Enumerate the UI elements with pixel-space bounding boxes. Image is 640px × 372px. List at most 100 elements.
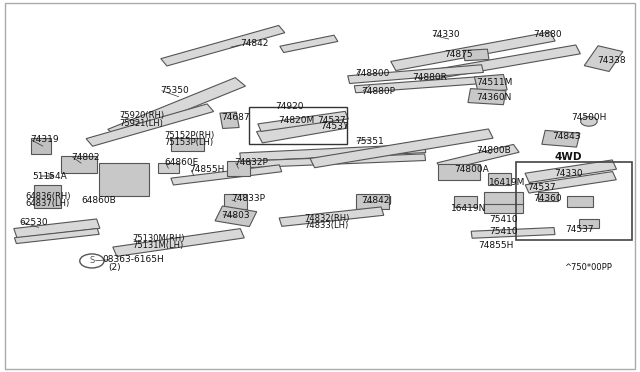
- Text: 74875: 74875: [444, 51, 473, 60]
- Bar: [538, 192, 558, 201]
- Text: 74855H: 74855H: [189, 165, 225, 174]
- Bar: [355, 76, 488, 93]
- Bar: [215, 206, 257, 227]
- Text: 74537: 74537: [317, 116, 346, 125]
- Bar: [488, 173, 511, 185]
- Bar: [258, 111, 348, 131]
- Text: 74832(RH): 74832(RH): [304, 214, 349, 223]
- Text: 74880R: 74880R: [412, 73, 447, 81]
- Text: 4WD: 4WD: [554, 152, 582, 162]
- Text: 74330: 74330: [431, 30, 460, 39]
- Bar: [584, 46, 623, 71]
- Text: 74833P: 74833P: [231, 195, 265, 203]
- Text: 64860B: 64860B: [81, 196, 116, 205]
- Text: 75130M(RH): 75130M(RH): [132, 234, 184, 243]
- Text: 74537: 74537: [565, 225, 594, 234]
- Bar: [310, 129, 493, 168]
- Text: 64837(LH): 64837(LH): [26, 199, 70, 208]
- Bar: [525, 171, 616, 193]
- Bar: [248, 107, 348, 144]
- Text: 74511M: 74511M: [476, 78, 513, 87]
- Text: 748800: 748800: [355, 69, 389, 78]
- Bar: [542, 130, 580, 147]
- Text: 74803: 74803: [221, 211, 250, 220]
- Text: 74880P: 74880P: [362, 87, 396, 96]
- Bar: [61, 156, 97, 173]
- Text: 74842: 74842: [241, 39, 269, 48]
- Text: (2): (2): [108, 263, 121, 272]
- Text: 16419M: 16419M: [489, 178, 525, 187]
- Text: 74360N: 74360N: [476, 93, 511, 102]
- Text: 74920: 74920: [275, 102, 304, 111]
- Bar: [566, 196, 593, 208]
- Bar: [484, 192, 524, 204]
- Text: 74842J: 74842J: [362, 196, 392, 205]
- Bar: [158, 163, 179, 173]
- Text: 75410: 75410: [489, 215, 518, 224]
- Text: 16419N: 16419N: [451, 203, 486, 213]
- Bar: [34, 185, 61, 208]
- Text: 74537: 74537: [320, 122, 349, 131]
- Text: 74687: 74687: [221, 113, 250, 122]
- Bar: [15, 228, 99, 244]
- Bar: [227, 161, 250, 176]
- Text: 74820M: 74820M: [278, 116, 315, 125]
- Text: 75350: 75350: [161, 86, 189, 94]
- Bar: [240, 154, 426, 168]
- Bar: [280, 35, 338, 52]
- Text: 74800B: 74800B: [476, 147, 511, 155]
- Bar: [438, 164, 480, 180]
- Text: 75153P(LH): 75153P(LH): [164, 138, 213, 147]
- Bar: [437, 144, 519, 171]
- Bar: [474, 74, 507, 92]
- Text: 74832P: 74832P: [234, 157, 268, 167]
- Bar: [525, 160, 616, 183]
- Text: 75152P(RH): 75152P(RH): [164, 131, 214, 140]
- Text: 08363-6165H: 08363-6165H: [102, 254, 164, 264]
- Text: 62530: 62530: [19, 218, 48, 227]
- Text: 75920(RH): 75920(RH): [119, 111, 164, 121]
- Text: 75921(LH): 75921(LH): [119, 119, 163, 128]
- Bar: [108, 78, 246, 138]
- Bar: [225, 194, 247, 209]
- Bar: [99, 163, 148, 196]
- Text: 74880: 74880: [534, 30, 562, 39]
- Text: 51154A: 51154A: [32, 172, 67, 181]
- Bar: [463, 49, 489, 61]
- Text: 64836(RH): 64836(RH): [26, 192, 71, 201]
- Circle shape: [580, 116, 597, 126]
- Text: 74319: 74319: [30, 135, 59, 144]
- Bar: [579, 219, 599, 228]
- Bar: [257, 117, 347, 143]
- Bar: [356, 194, 389, 209]
- Bar: [417, 45, 580, 81]
- Text: 74855H: 74855H: [478, 241, 513, 250]
- Text: 74338: 74338: [597, 56, 626, 65]
- Bar: [471, 228, 555, 238]
- Text: 74537: 74537: [527, 183, 556, 192]
- Text: 74360: 74360: [534, 195, 562, 203]
- Text: 74800A: 74800A: [454, 165, 488, 174]
- Bar: [516, 162, 632, 240]
- Text: 75351: 75351: [355, 137, 384, 146]
- Text: 74500H: 74500H: [572, 113, 607, 122]
- Bar: [171, 138, 204, 151]
- Bar: [14, 219, 100, 238]
- Bar: [454, 196, 477, 208]
- Bar: [240, 144, 426, 161]
- Bar: [468, 89, 506, 105]
- Text: 74330: 74330: [554, 169, 583, 177]
- Bar: [484, 202, 524, 213]
- Bar: [279, 207, 384, 226]
- Bar: [161, 25, 285, 66]
- Text: 74833(LH): 74833(LH): [304, 221, 348, 230]
- Bar: [86, 104, 214, 146]
- Bar: [113, 229, 244, 256]
- Text: 75410: 75410: [489, 227, 518, 235]
- Text: S: S: [89, 256, 95, 266]
- Text: ^750*00PP: ^750*00PP: [564, 263, 612, 272]
- Text: 74802: 74802: [72, 153, 100, 162]
- Text: 64860E: 64860E: [164, 157, 198, 167]
- Text: 74843: 74843: [552, 132, 581, 141]
- Bar: [31, 138, 51, 154]
